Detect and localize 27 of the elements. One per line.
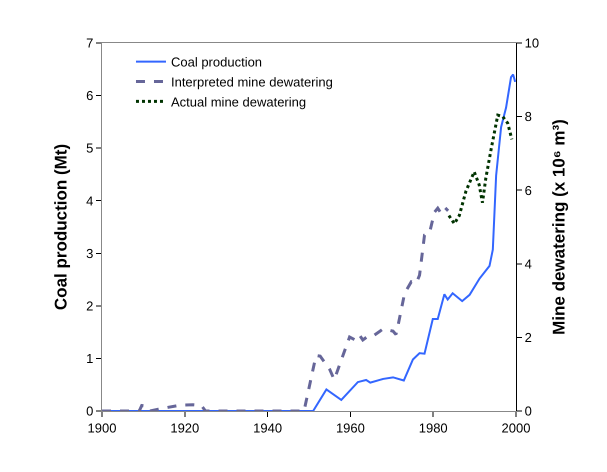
line-series [102, 206, 450, 411]
x-tick-label: 1960 [336, 420, 365, 436]
y-tick-label: 0 [86, 404, 94, 419]
y2-tick-label: 8 [524, 109, 532, 124]
y-tick-label: 1 [86, 350, 94, 366]
y2-axis-title: Mine dewatering (x 10⁶ m³) [549, 119, 568, 335]
x-tick-label: 1940 [253, 420, 282, 436]
legend-label: Interpreted mine dewatering [170, 74, 333, 90]
y-tick-label: 5 [86, 140, 94, 156]
y2-tick-label: 6 [524, 182, 532, 198]
y2-tick-label: 10 [524, 36, 540, 51]
y-tick-label: 6 [86, 88, 94, 104]
y-axis-title: Coal production (Mt) [52, 144, 71, 310]
x-tick-label: 1920 [170, 420, 200, 436]
x-tick-label: 1900 [88, 420, 116, 436]
legend-label: Coal production [170, 54, 262, 70]
y2-tick-label: 0 [524, 404, 532, 419]
y2-tick-label: 2 [524, 330, 532, 345]
x-tick-label: 1980 [418, 420, 448, 436]
x-tick-label: 2000 [502, 420, 530, 436]
y2-tick-label: 4 [524, 256, 532, 272]
y-tick-label: 7 [86, 36, 94, 51]
y-tick-label: 4 [86, 193, 94, 208]
y-tick-label: 2 [86, 298, 94, 314]
line-series [447, 114, 514, 226]
y-tick-label: 3 [86, 246, 94, 261]
legend-label: Actual mine dewatering [170, 94, 306, 110]
